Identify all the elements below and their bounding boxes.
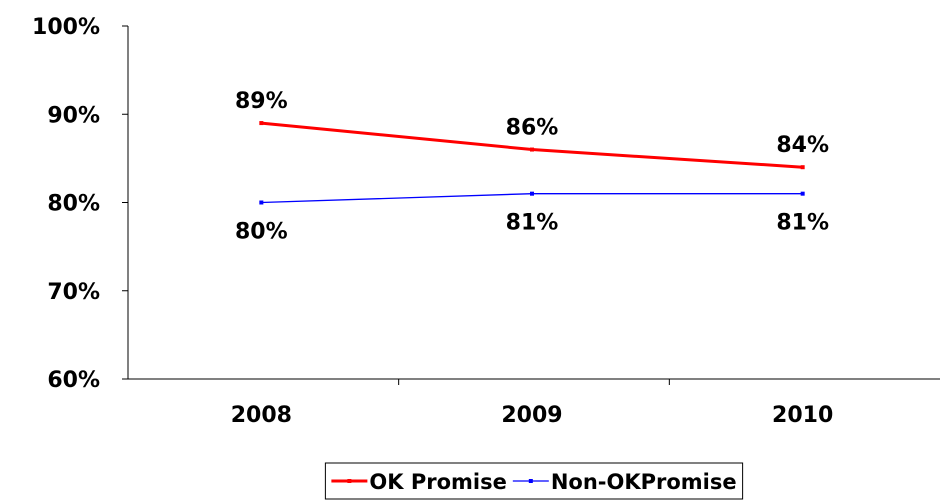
x-tick-label: 2009 — [501, 403, 562, 428]
data-label: 81% — [776, 211, 829, 236]
y-tick-label: 60% — [47, 368, 100, 393]
data-point — [530, 147, 534, 152]
series-layer: 89% 86% 84% 80% 81% 81% — [235, 89, 829, 244]
data-label: 86% — [506, 116, 559, 141]
legend-label: Non-OKPromise — [551, 470, 737, 494]
x-tick-label: 2010 — [772, 403, 833, 428]
legend-item: OK Promise — [331, 470, 507, 494]
data-point — [800, 191, 805, 196]
y-tick-label: 70% — [47, 280, 100, 305]
data-point — [259, 200, 264, 205]
y-tick-label: 100% — [32, 15, 100, 40]
y-axis-ticks: 60% 70% 80% 90% 100% — [32, 15, 128, 393]
series-0: 89% 86% 84% — [235, 89, 829, 170]
axes — [127, 26, 940, 380]
data-point — [530, 191, 534, 196]
data-label: 81% — [506, 211, 559, 236]
x-axis-ticks: 2008 2009 2010 — [231, 379, 833, 428]
y-tick-label: 80% — [47, 192, 100, 217]
legend-item: Non-OKPromise — [512, 470, 737, 494]
data-point — [800, 165, 805, 170]
data-label: 80% — [235, 220, 288, 245]
data-label: 89% — [235, 89, 288, 114]
data-label: 84% — [776, 133, 829, 158]
x-tick-label: 2008 — [231, 403, 292, 428]
legend-label: OK Promise — [369, 470, 506, 494]
legend-marker — [347, 479, 352, 483]
series-1: 80% 81% 81% — [235, 191, 829, 245]
y-tick-label: 90% — [47, 103, 100, 128]
legend-marker — [528, 479, 533, 483]
legend: OK Promise Non-OKPromise — [324, 462, 744, 500]
data-point — [259, 121, 264, 126]
